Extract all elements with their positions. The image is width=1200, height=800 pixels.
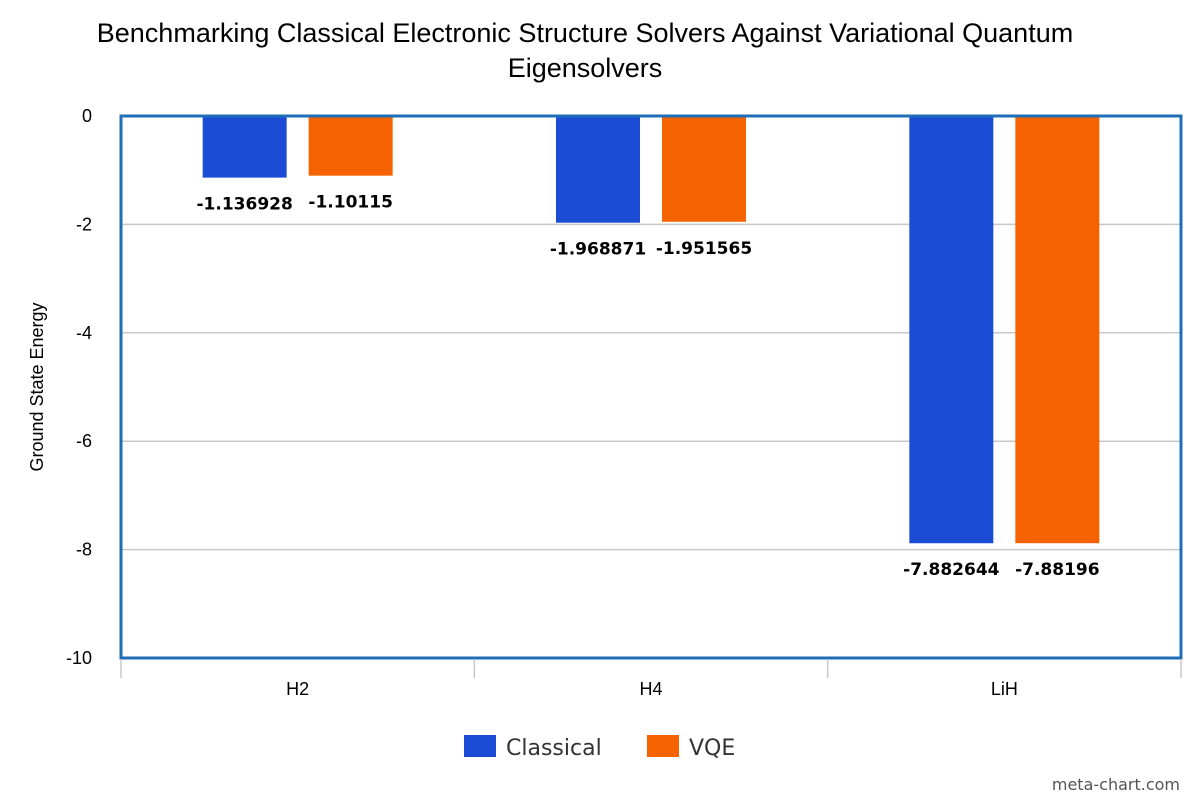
- x-tick-label: H4: [639, 679, 662, 699]
- bar-vqe-h2: [308, 117, 393, 176]
- gridlines: [121, 223, 1181, 551]
- legend-label-classical: Classical: [506, 736, 602, 761]
- y-tick-label: -2: [76, 214, 92, 234]
- bar-classical-lih: [909, 117, 994, 544]
- x-tick-label: H2: [286, 679, 309, 699]
- data-label: -1.136928: [197, 195, 293, 215]
- y-tick-label: -10: [66, 648, 92, 668]
- data-label: -1.968871: [550, 240, 646, 260]
- y-tick-label: 0: [82, 106, 92, 126]
- legend-label-vqe: VQE: [689, 736, 735, 761]
- y-axis-ticks: 0 -2 -4 -6 -8 -10: [66, 106, 92, 668]
- bar-classical-h2: [202, 117, 287, 178]
- chart-title-line: Benchmarking Classical Electronic Struct…: [97, 18, 1073, 48]
- data-label: -7.88196: [1015, 560, 1100, 580]
- y-tick-label: -6: [76, 431, 92, 451]
- data-label: -7.882644: [903, 560, 999, 580]
- plot-area-border: [119, 114, 1183, 660]
- bar-vqe-h4: [662, 117, 746, 222]
- watermark: meta-chart.com: [1052, 775, 1180, 794]
- legend-swatch-vqe: [647, 735, 679, 757]
- chart-title: Benchmarking Classical Electronic Struct…: [97, 18, 1073, 83]
- data-label: -1.951565: [656, 239, 752, 259]
- chart-title-line: Eigensolvers: [508, 53, 663, 83]
- y-tick-label: -4: [76, 323, 92, 343]
- legend: Classical VQE: [464, 735, 735, 761]
- legend-swatch-classical: [464, 735, 496, 757]
- data-labels: -1.136928 -1.968871 -7.882644 -1.10115 -1.95…: [197, 193, 1100, 581]
- bars: [202, 117, 1100, 544]
- y-tick-label: -8: [76, 540, 92, 560]
- x-axis: H2 H4 LiH: [120, 659, 1182, 699]
- x-tick-label: LiH: [991, 679, 1018, 699]
- y-axis-label: Ground State Energy: [27, 302, 47, 471]
- bar-vqe-lih: [1015, 117, 1100, 544]
- bar-classical-h4: [556, 117, 640, 223]
- data-label: -1.10115: [308, 193, 393, 213]
